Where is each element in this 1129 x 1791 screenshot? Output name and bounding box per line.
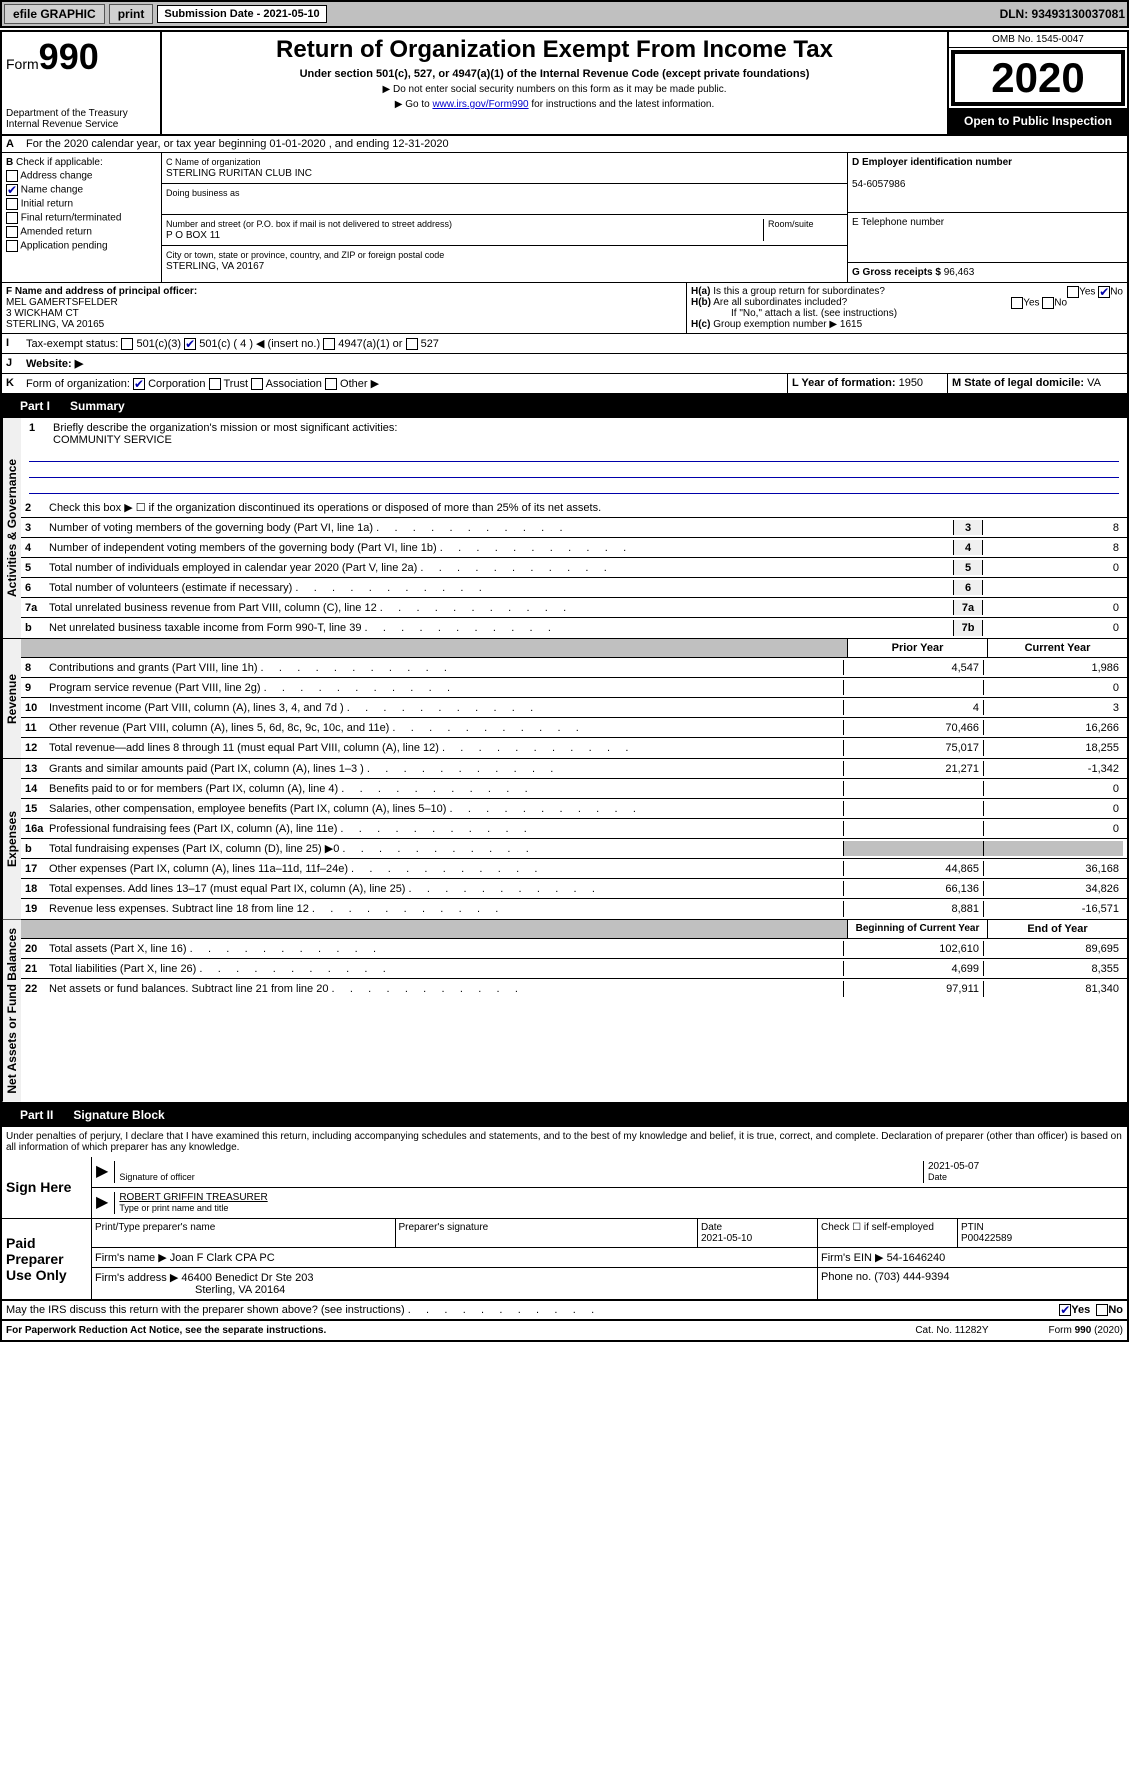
vlabel-expenses: Expenses: [2, 759, 21, 919]
section-k: Form of organization: Corporation Trust …: [22, 374, 787, 393]
b-checkbox-4[interactable]: [6, 226, 18, 238]
part1-header: Part ISummary: [2, 394, 1127, 418]
arrow-icon: ▶: [96, 1161, 108, 1183]
form-subtitle: Under section 501(c), 527, or 4947(a)(1)…: [166, 68, 943, 80]
vlabel-revenue: Revenue: [2, 639, 21, 758]
arrow-icon: ▶: [96, 1192, 108, 1214]
perjury-text: Under penalties of perjury, I declare th…: [2, 1127, 1127, 1157]
paid-preparer-label: Paid Preparer Use Only: [2, 1219, 92, 1299]
b-checkbox-3[interactable]: [6, 212, 18, 224]
part2-header: Part IISignature Block: [2, 1103, 1127, 1127]
sign-here-label: Sign Here: [2, 1157, 92, 1218]
section-h: H(a) Is this a group return for subordin…: [687, 283, 1127, 333]
vlabel-governance: Activities & Governance: [2, 418, 21, 638]
i-checkbox-1[interactable]: [184, 338, 196, 350]
hb-no-checkbox[interactable]: [1042, 297, 1054, 309]
top-bar: efile GRAPHIC print Submission Date - 20…: [0, 0, 1129, 28]
i-checkbox-2[interactable]: [323, 338, 335, 350]
submission-date: Submission Date - 2021-05-10: [157, 5, 326, 23]
b-checkbox-5[interactable]: [6, 240, 18, 252]
i-checkbox-3[interactable]: [406, 338, 418, 350]
hb-yes-checkbox[interactable]: [1011, 297, 1023, 309]
open-public-badge: Open to Public Inspection: [949, 108, 1127, 134]
k-corp-checkbox[interactable]: [133, 378, 145, 390]
omb-number: OMB No. 1545-0047: [949, 32, 1127, 48]
section-j: Website: ▶: [22, 354, 87, 373]
section-b: B Check if applicable: Address change Na…: [2, 153, 162, 282]
discuss-no-checkbox[interactable]: [1096, 1304, 1108, 1316]
note-ssn: ▶ Do not enter social security numbers o…: [166, 84, 943, 95]
tax-year: 2020: [951, 50, 1125, 106]
print-button[interactable]: print: [109, 4, 154, 24]
section-f: F Name and address of principal officer:…: [2, 283, 687, 333]
k-assoc-checkbox[interactable]: [251, 378, 263, 390]
form-990: Form990 Department of the Treasury Inter…: [0, 30, 1129, 1342]
ha-yes-checkbox[interactable]: [1067, 286, 1079, 298]
ha-no-checkbox[interactable]: [1098, 286, 1110, 298]
b-checkbox-2[interactable]: [6, 198, 18, 210]
dept-label: Department of the Treasury Internal Reve…: [6, 108, 156, 130]
discuss-yes-checkbox[interactable]: [1059, 1304, 1071, 1316]
footer: For Paperwork Reduction Act Notice, see …: [2, 1320, 1127, 1340]
k-trust-checkbox[interactable]: [209, 378, 221, 390]
section-i: Tax-exempt status: 501(c)(3) 501(c) ( 4 …: [22, 334, 1127, 353]
efile-button[interactable]: efile GRAPHIC: [4, 4, 105, 24]
note-link: ▶ Go to www.irs.gov/Form990 for instruct…: [166, 99, 943, 110]
b-checkbox-0[interactable]: [6, 170, 18, 182]
form-label: Form990: [6, 36, 156, 78]
irs-link[interactable]: www.irs.gov/Form990: [432, 99, 528, 110]
row-a: A For the 2020 calendar year, or tax yea…: [2, 136, 1127, 153]
b-checkbox-1[interactable]: [6, 184, 18, 196]
form-title: Return of Organization Exempt From Incom…: [166, 36, 943, 64]
k-other-checkbox[interactable]: [325, 378, 337, 390]
form-ref: Form 990 (2020): [1049, 1325, 1123, 1336]
section-de: D Employer identification number54-60579…: [847, 153, 1127, 282]
dln: DLN: 93493130037081: [1000, 7, 1125, 21]
vlabel-netassets: Net Assets or Fund Balances: [2, 920, 21, 1102]
i-checkbox-0[interactable]: [121, 338, 133, 350]
section-c: C Name of organizationSTERLING RURITAN C…: [162, 153, 847, 282]
